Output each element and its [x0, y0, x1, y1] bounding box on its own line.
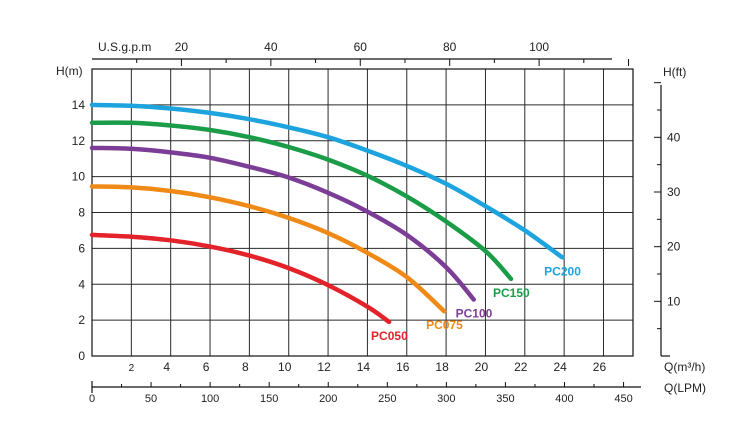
x-m3h-tick-label: 8 [242, 360, 249, 374]
x-usgpm-axis-label: U.S.g.p.m [98, 40, 151, 54]
y-right-tick-label: 20 [667, 240, 681, 254]
plot-frame [91, 68, 634, 357]
y-left-tick-label: 4 [78, 277, 85, 291]
x-m3h-tick-label: 16 [396, 360, 410, 374]
y-left-axis-label: H(m) [56, 64, 83, 78]
curve-pc150 [89, 120, 514, 282]
curve-pc050 [89, 232, 392, 325]
x-m3h-tick-label: 10 [278, 360, 292, 374]
grid [91, 68, 634, 357]
x-m3h-axis-label: Q(m³/h) [664, 360, 705, 374]
y-right-axis-label: H(ft) [663, 65, 686, 79]
y-right-tick-label: 40 [667, 130, 681, 144]
x-usgpm-tick-label: 40 [264, 40, 278, 54]
curve-pc075 [89, 184, 447, 314]
x-lpm-tick-label: 250 [378, 393, 396, 405]
x-lpm-tick-label: 100 [201, 393, 219, 405]
x-m3h-tick-label: 18 [435, 360, 449, 374]
x-lpm-tick-label: 150 [260, 393, 278, 405]
x-m3h-tick-label: 26 [593, 360, 607, 374]
x-lpm-axis-label: Q(LPM) [664, 381, 706, 395]
y-left-tick-label: 6 [78, 241, 85, 255]
curve-label-pc150: PC150 [493, 286, 530, 300]
y-right-tick-label: 10 [667, 294, 681, 308]
curve-label-pc075: PC075 [426, 318, 463, 332]
x-lpm-tick-label: 200 [319, 393, 337, 405]
x-usgpm-tick-label: 20 [175, 40, 189, 54]
y-left-tick-label: 10 [72, 170, 86, 184]
curve-label-pc100: PC100 [456, 306, 493, 320]
y-left-tick-label: 8 [78, 206, 85, 220]
x-m3h-tick-label: 14 [357, 360, 371, 374]
x-lpm-tick-label: 350 [496, 393, 514, 405]
x-lpm-tick-label: 50 [145, 393, 157, 405]
x-usgpm-tick-label: 100 [529, 40, 549, 54]
x-m3h-tick-label: 20 [475, 360, 489, 374]
x-lpm-tick-label: 0 [89, 393, 95, 405]
y-left-tick-label: 2 [78, 313, 85, 327]
x-m3h-tick-label: 12 [317, 360, 331, 374]
curve-label-pc050: PC050 [371, 329, 408, 343]
x-m3h-tick-label: 4 [163, 360, 170, 374]
curve-pc200 [89, 102, 565, 260]
curve-pc100 [89, 145, 476, 302]
x-usgpm-tick-label: 80 [443, 40, 457, 54]
x-m3h-tick-label: 6 [203, 360, 210, 374]
x-lpm-tick-label: 300 [437, 393, 455, 405]
y-left-tick-label: 14 [72, 98, 86, 112]
y-right-tick-label: 30 [667, 185, 681, 199]
y-left-tick-label: 0 [78, 349, 85, 363]
x-usgpm-tick-label: 60 [354, 40, 368, 54]
x-lpm-tick-label: 400 [555, 393, 573, 405]
x-lpm-tick-label: 450 [614, 393, 632, 405]
y-left-tick-label: 12 [72, 134, 86, 148]
x-m3h-tick-label: 24 [553, 360, 567, 374]
curve-label-pc200: PC200 [544, 264, 581, 278]
x-m3h-tick-label: 2 [129, 363, 135, 374]
x-m3h-tick-label: 22 [514, 360, 528, 374]
